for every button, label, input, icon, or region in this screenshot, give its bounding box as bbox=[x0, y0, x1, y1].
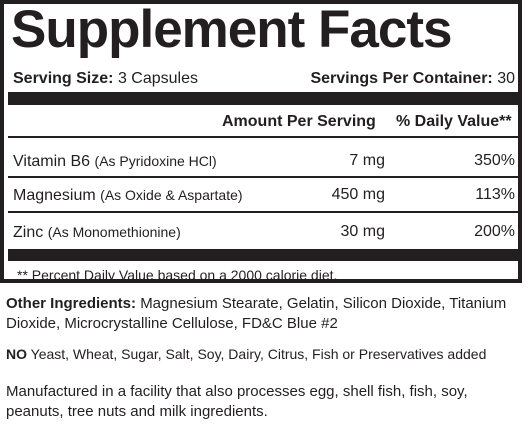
nutrient-amount: 7 mg bbox=[349, 152, 385, 169]
serving-size-label: Serving Size: bbox=[13, 70, 114, 87]
other-ingredients-text: Magnesium Stearate, Gelatin, Silicon Dio… bbox=[6, 295, 507, 332]
divider-header bbox=[8, 136, 522, 138]
nutrient-daily-value: 200% bbox=[474, 223, 515, 240]
nutrient-detail: (As Oxide & Aspartate) bbox=[100, 187, 243, 203]
amount-per-serving-header: Amount Per Serving bbox=[222, 113, 376, 130]
other-ingredients-label: Other Ingredients: bbox=[6, 295, 137, 312]
panel-title: Supplement Facts bbox=[11, 0, 452, 59]
other-ingredients: Other Ingredients: Magnesium Stearate, G… bbox=[6, 294, 526, 334]
nutrient-amount: 30 mg bbox=[340, 223, 385, 240]
nutrient-amount: 450 mg bbox=[331, 186, 385, 203]
nutrient-row: Magnesium (As Oxide & Aspartate) 450 mg … bbox=[13, 182, 517, 208]
serving-size: Serving Size: 3 Capsules bbox=[13, 68, 198, 90]
servings-per-container: Servings Per Container: 30 bbox=[310, 68, 515, 90]
servings-per-container-value: 30 bbox=[497, 70, 515, 87]
nutrient-row: Vitamin B6 (As Pyridoxine HCl) 7 mg 350% bbox=[13, 148, 517, 174]
serving-size-value: 3 Capsules bbox=[117, 70, 198, 87]
nutrient-daily-value: 350% bbox=[474, 152, 515, 169]
free-of-statement: NO Yeast, Wheat, Sugar, Salt, Soy, Dairy… bbox=[6, 345, 486, 363]
nutrient-name: Magnesium bbox=[13, 187, 96, 204]
nutrient-name: Vitamin B6 bbox=[13, 153, 91, 170]
free-of-label: NO bbox=[6, 346, 27, 362]
nutrient-detail: (As Pyridoxine HCl) bbox=[94, 153, 217, 169]
nutrient-detail: (As Monomethionine) bbox=[47, 224, 181, 240]
divider-thick-top bbox=[8, 92, 522, 105]
nutrient-daily-value: 113% bbox=[475, 186, 515, 203]
nutrient-name: Zinc bbox=[13, 224, 44, 241]
divider-row bbox=[8, 176, 522, 178]
supplement-facts-panel: Supplement Facts Serving Size: 3 Capsule… bbox=[0, 0, 522, 283]
divider-thick-bottom bbox=[8, 249, 522, 261]
daily-value-footnote: ** Percent Daily Value based on a 2000 c… bbox=[17, 267, 338, 283]
free-of-text: Yeast, Wheat, Sugar, Salt, Soy, Dairy, C… bbox=[30, 346, 487, 362]
daily-value-header: % Daily Value** bbox=[396, 113, 512, 130]
serving-info: Serving Size: 3 Capsules Servings Per Co… bbox=[13, 68, 517, 90]
nutrient-row: Zinc (As Monomethionine) 30 mg 200% bbox=[13, 219, 517, 245]
servings-per-container-label: Servings Per Container: bbox=[310, 70, 493, 87]
manufacturing-statement: Manufactured in a facility that also pro… bbox=[6, 383, 468, 420]
divider-row bbox=[8, 211, 522, 213]
